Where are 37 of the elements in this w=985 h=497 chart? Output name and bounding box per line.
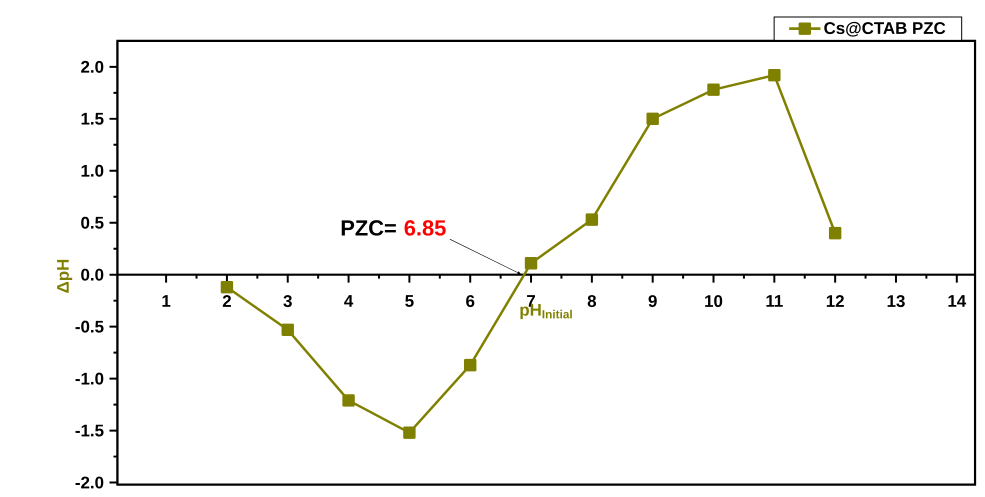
point: [768, 69, 781, 82]
y-axis-title: ΔpH: [57, 260, 72, 293]
point: [828, 227, 842, 240]
y-tick-label: -1.0: [76, 372, 104, 385]
legend-label: Cs@CTAB PZC: [824, 22, 946, 37]
point: [464, 359, 476, 372]
y-tick-label: -0.5: [76, 320, 104, 333]
x-tick-label: 13: [888, 295, 905, 308]
x-tick-label: 10: [705, 295, 722, 308]
point: [403, 426, 416, 440]
annotation: 6.85: [404, 220, 446, 236]
x-tick-label: 5: [405, 295, 414, 308]
x-tick-label: 1: [162, 295, 170, 307]
x-tick-label: 2: [222, 295, 231, 308]
point: [220, 281, 234, 294]
x-tick-label: 14: [948, 295, 966, 307]
point: [707, 84, 720, 96]
y-tick-label: -2.0: [76, 476, 104, 489]
x-tick-label: 3: [283, 295, 292, 308]
point: [282, 324, 294, 336]
x-tick-label: 8: [588, 295, 596, 308]
x-tick-label: 9: [648, 295, 657, 308]
y-tick-label: 1.0: [82, 164, 104, 177]
y-tick-label: 1.5: [82, 113, 104, 125]
annotation: PZC=: [342, 220, 396, 236]
point: [524, 257, 538, 270]
y-tick-label: -1.5: [76, 424, 104, 437]
point: [646, 112, 659, 126]
point: [342, 394, 355, 407]
y-tick-label: 2.0: [81, 61, 104, 74]
y-tick-label: 0.0: [81, 268, 104, 281]
x-tick-label: 4: [344, 295, 354, 307]
y-tick-label: 0.5: [81, 216, 104, 229]
point: [586, 214, 598, 226]
x-tick-label: 12: [826, 295, 844, 308]
x-tick-label: 11: [766, 295, 783, 307]
x-tick-label: 6: [466, 295, 474, 308]
